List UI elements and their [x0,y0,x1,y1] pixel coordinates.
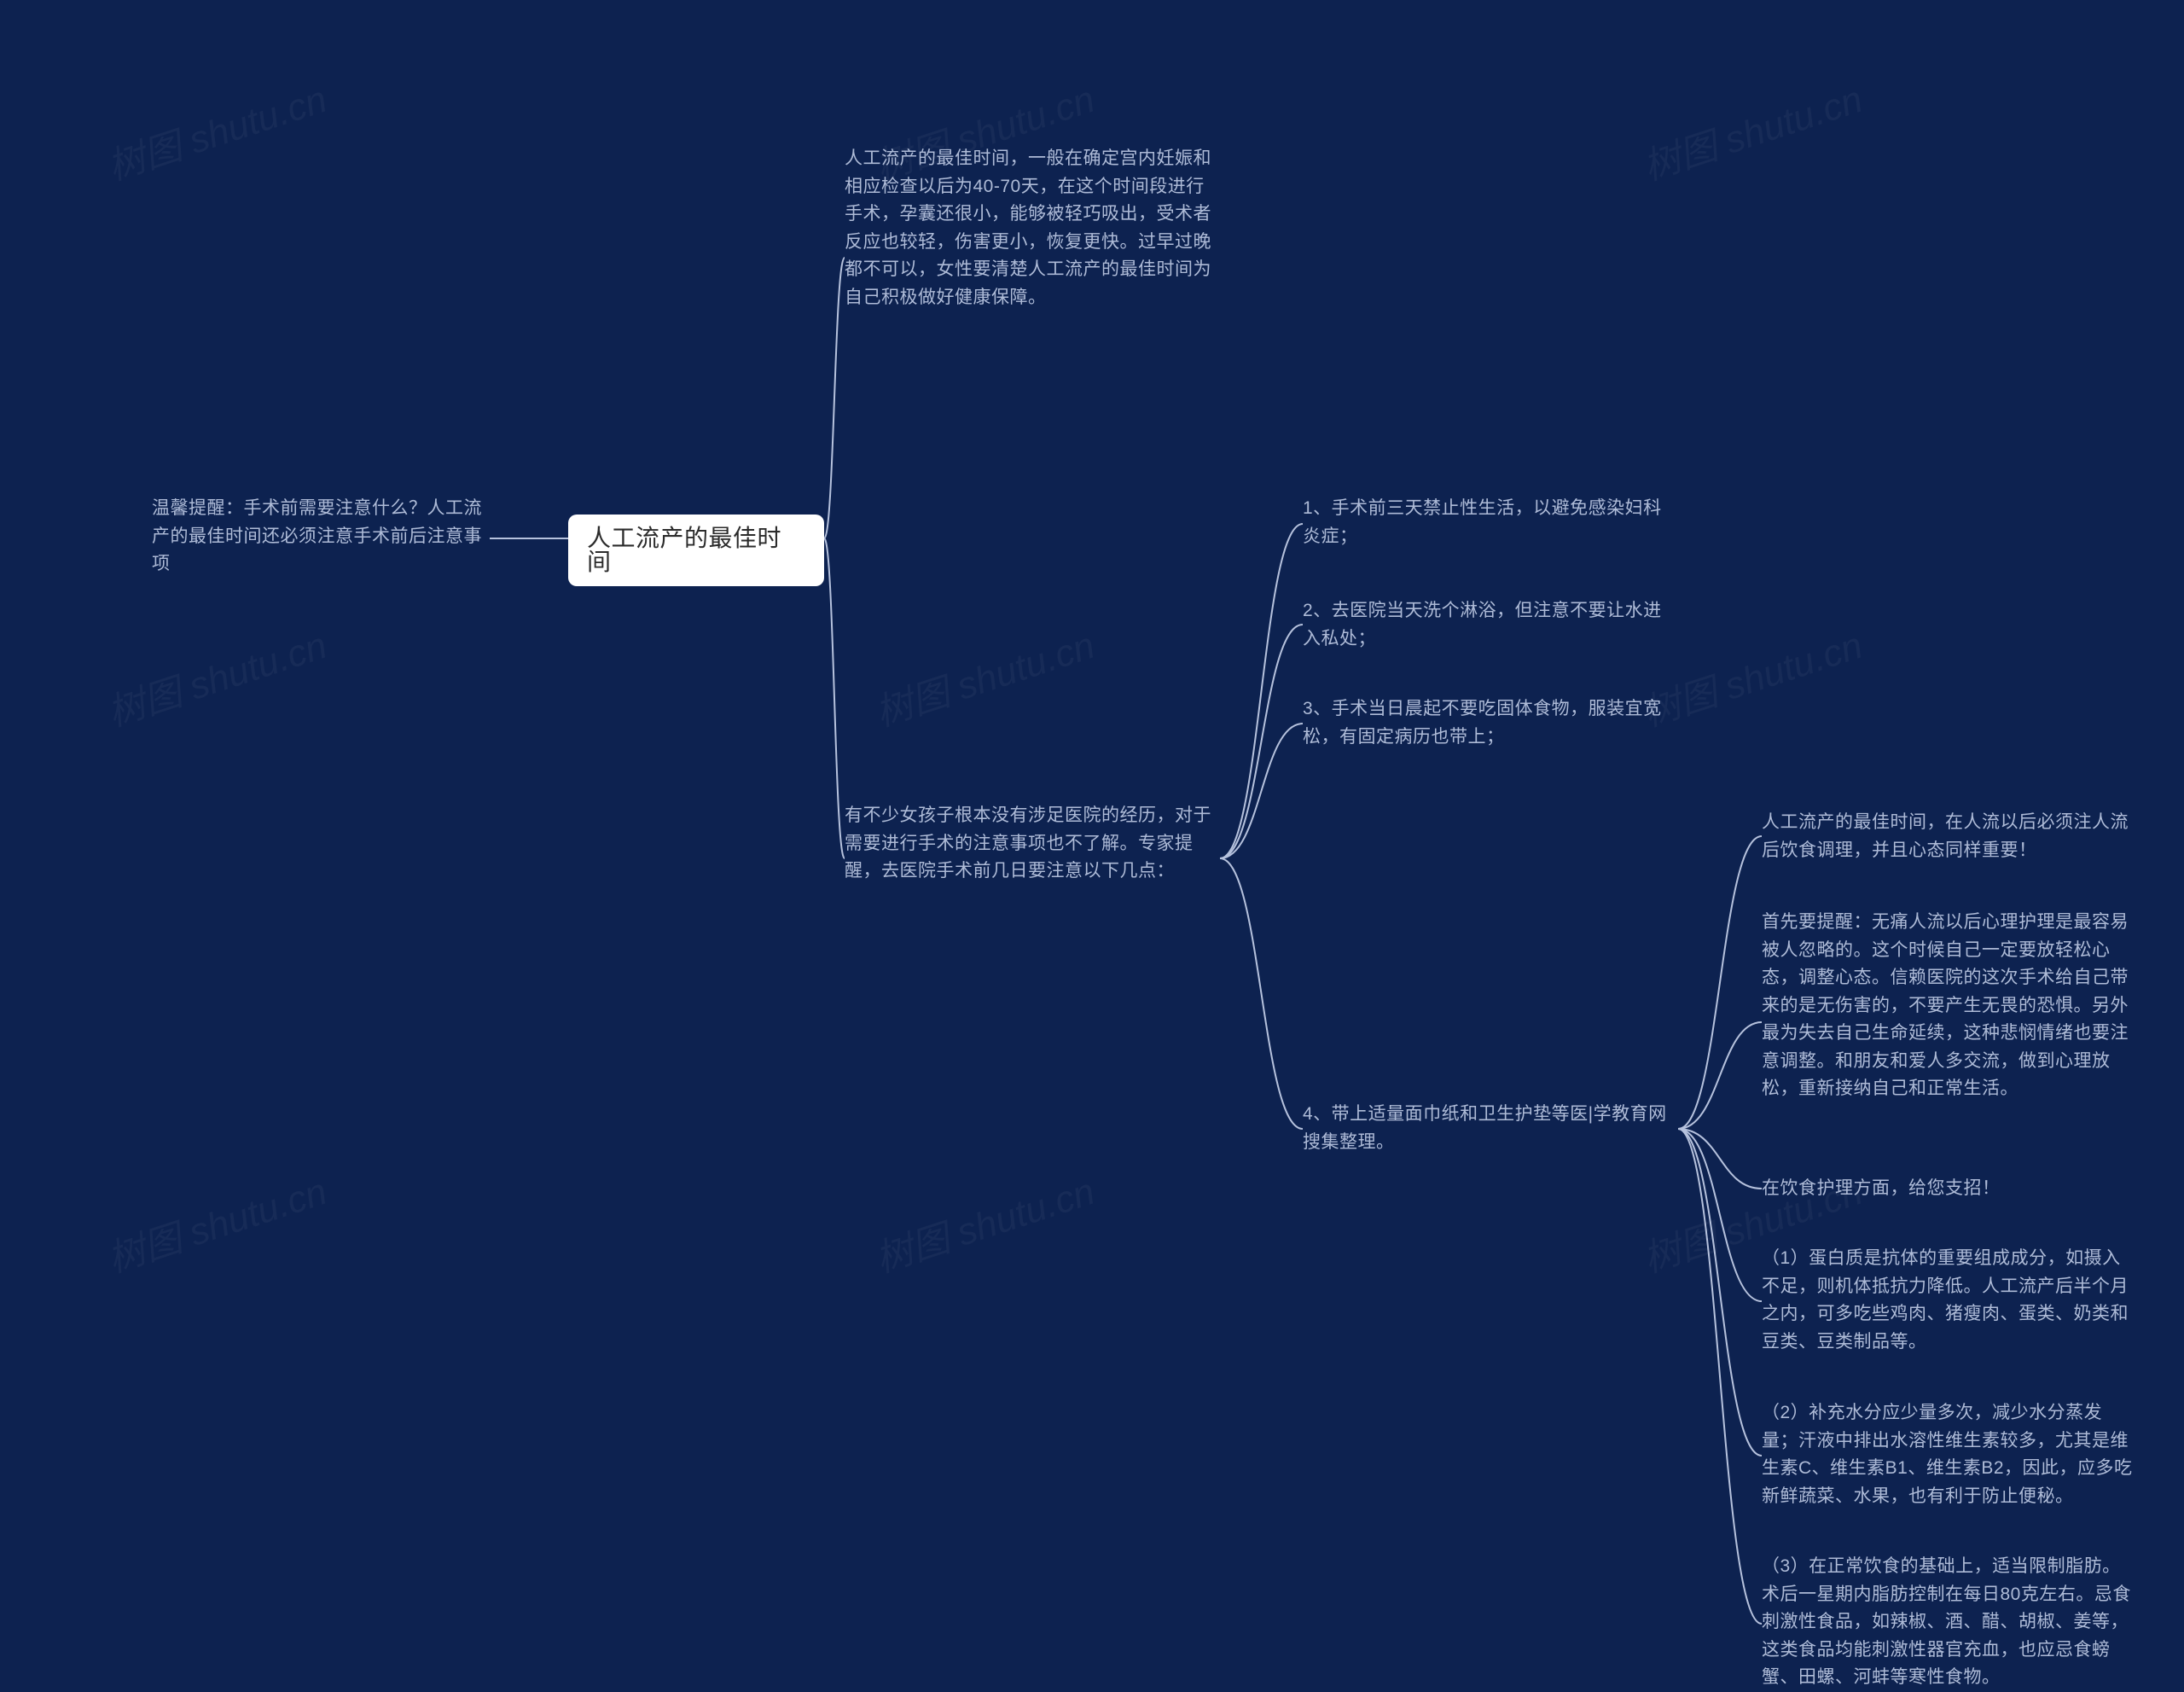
aftercare-item-3: 在饮食护理方面，给您支招！ [1762,1175,2137,1203]
precaution-item-4: 4、带上适量面巾纸和卫生护垫等医|学教育网搜集整理。 [1303,1101,1678,1156]
right-node-precautions: 有不少女孩子根本没有涉足医院的经历，对于需要进行手术的注意事项也不了解。专家提醒… [845,802,1220,886]
right-node-best-time: 人工流产的最佳时间，一般在确定宫内妊娠和相应检查以后为40-70天，在这个时间段… [845,145,1220,311]
left-node-reminder: 温馨提醒：手术前需要注意什么？人工流产的最佳时间还必须注意手术前后注意事项 [152,495,489,579]
aftercare-item-5: （2）补充水分应少量多次，减少水分蒸发量；汗液中排出水溶性维生素较多，尤其是维生… [1762,1399,2137,1510]
aftercare-item-6: （3）在正常饮食的基础上，适当限制脂肪。术后一星期内脂肪控制在每日80克左右。忌… [1762,1553,2137,1692]
precaution-item-1: 1、手术前三天禁止性生活，以避免感染妇科炎症； [1303,495,1678,550]
precaution-item-2: 2、去医院当天洗个淋浴，但注意不要让水进入私处； [1303,597,1678,653]
precaution-item-3: 3、手术当日晨起不要吃固体食物，服装宜宽松，有固定病历也带上； [1303,695,1678,751]
aftercare-item-4: （1）蛋白质是抗体的重要组成成分，如摄入不足，则机体抵抗力降低。人工流产后半个月… [1762,1245,2137,1356]
center-node: 人工流产的最佳时间 [568,515,824,586]
aftercare-item-1: 人工流产的最佳时间，在人流以后必须注人流后饮食调理，并且心态同样重要！ [1762,809,2137,864]
aftercare-item-2: 首先要提醒：无痛人流以后心理护理是最容易被人忽略的。这个时候自己一定要放轻松心态… [1762,909,2137,1103]
